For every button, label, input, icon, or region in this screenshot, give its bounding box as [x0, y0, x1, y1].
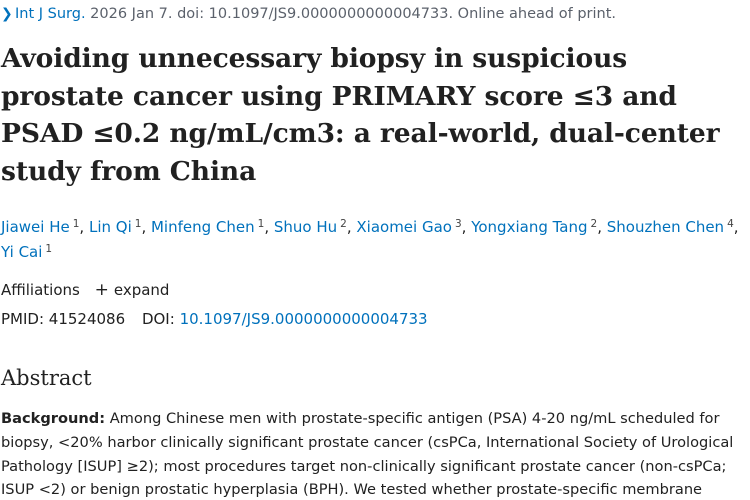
- author-item: Shuo Hu 2: [274, 218, 347, 236]
- author-item: Yi Cai 1: [1, 243, 52, 261]
- affiliation-number[interactable]: 2: [590, 218, 598, 230]
- author-item: Jiawei He 1: [1, 218, 79, 236]
- affiliation-number[interactable]: 1: [72, 218, 80, 230]
- author-item: Xiaomei Gao 3: [356, 218, 461, 236]
- pmid-label: PMID:: [1, 310, 45, 328]
- citation-details: 2026 Jan 7. doi: 10.1097/JS9.00000000000…: [85, 6, 617, 22]
- author-name-link[interactable]: Lin Qi: [88, 218, 132, 236]
- chevron-right-icon[interactable]: ❯: [1, 6, 13, 22]
- plus-icon: +: [94, 280, 109, 300]
- citation-line: ❯ Int J Surg. 2026 Jan 7. doi: 10.1097/JS…: [1, 4, 616, 24]
- article-title: Avoiding unnecessary biopsy in suspiciou…: [1, 43, 720, 187]
- expand-label: expand: [113, 281, 170, 299]
- affiliation-number[interactable]: 4: [727, 218, 734, 230]
- background-label: Background:: [1, 410, 106, 427]
- author-name-link[interactable]: Minfeng Chen: [150, 218, 255, 236]
- journal-link[interactable]: Int J Surg.: [15, 6, 86, 22]
- doi-link[interactable]: 10.1097/JS9.0000000000004733: [179, 310, 428, 328]
- author-item: Yongxiang Tang 2: [471, 218, 597, 236]
- author-item: Shouzhen Chen 4: [607, 218, 734, 236]
- affiliation-number[interactable]: 3: [454, 218, 462, 230]
- doi-label: DOI:: [141, 310, 175, 328]
- identifiers-row: PMID: 41524086 DOI: 10.1097/JS9.00000000…: [1, 309, 428, 329]
- author-list: Jiawei He 1, Lin Qi 1, Minfeng Chen 1, Shuo…: [1, 218, 739, 261]
- background-text: Among Chinese men with prostate-specific…: [1, 410, 734, 499]
- author-name-link[interactable]: Jiawei He: [1, 218, 70, 236]
- author-name-link[interactable]: Xiaomei Gao: [356, 218, 452, 236]
- abstract-heading: Abstract: [1, 366, 92, 390]
- affiliation-number[interactable]: 1: [257, 218, 265, 230]
- affiliation-number[interactable]: 2: [340, 218, 347, 230]
- author-name-link[interactable]: Shouzhen Chen: [606, 218, 725, 236]
- affiliation-number[interactable]: 1: [134, 218, 142, 230]
- author-name-link[interactable]: Shuo Hu: [273, 218, 338, 236]
- pmid-value: 41524086: [48, 310, 126, 328]
- author-name-link[interactable]: Yongxiang Tang: [471, 218, 588, 236]
- author-item: Lin Qi 1: [89, 218, 141, 236]
- abstract-paragraph: Background: Among Chinese men with prost…: [1, 407, 743, 500]
- author-item: Minfeng Chen 1: [151, 218, 264, 236]
- affiliations-row: Affiliations + expand: [1, 280, 169, 300]
- expand-affiliations-button[interactable]: + expand: [95, 280, 170, 300]
- affiliation-number[interactable]: 1: [45, 243, 53, 255]
- author-name-link[interactable]: Yi Cai: [1, 243, 43, 261]
- affiliations-label: Affiliations: [1, 281, 80, 299]
